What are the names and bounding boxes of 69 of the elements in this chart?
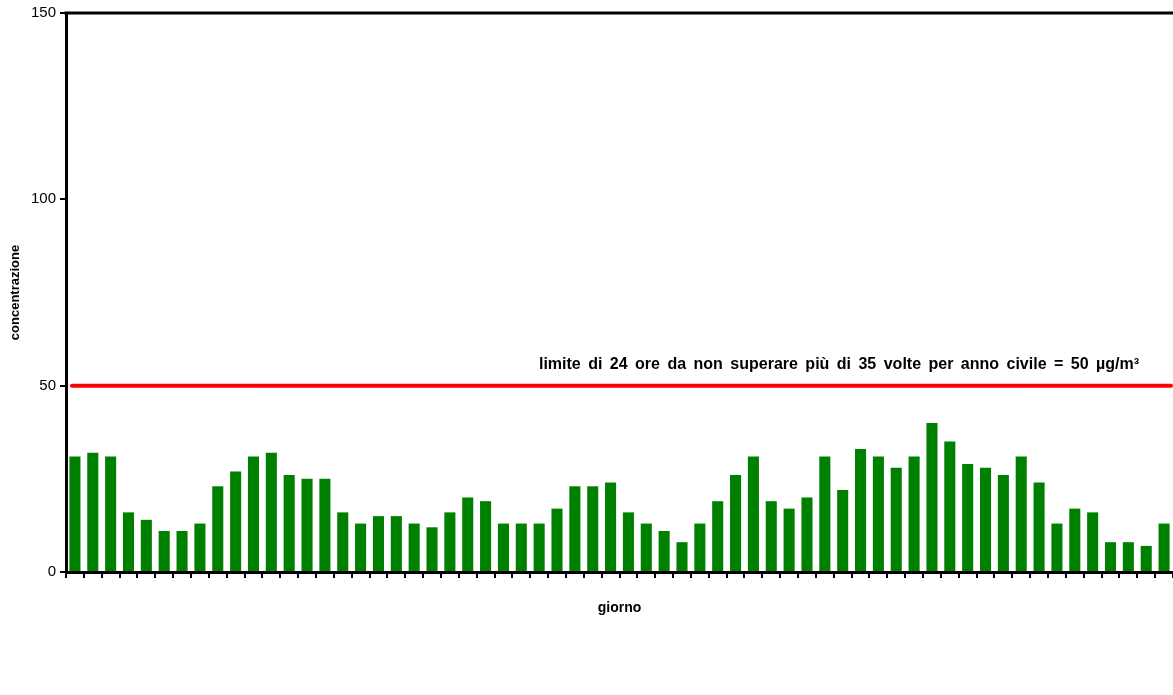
bar <box>283 475 295 571</box>
ref-line-label: limite di 24 ore da non superare più di 35 volte per anno civile = 50 µg/m³ <box>538 354 1139 372</box>
bar <box>158 531 170 571</box>
bar <box>997 475 1009 571</box>
bar <box>355 523 367 571</box>
bar <box>390 516 402 571</box>
bar <box>605 482 617 571</box>
bar <box>837 490 849 571</box>
bar <box>712 501 724 571</box>
bar <box>1158 523 1170 571</box>
bar <box>819 456 831 571</box>
bar <box>122 512 135 571</box>
bar <box>1104 542 1117 571</box>
bar <box>372 516 384 571</box>
bar <box>1122 542 1134 571</box>
bar <box>855 449 867 571</box>
bar <box>908 456 920 571</box>
bar <box>926 422 938 571</box>
bar <box>979 467 992 571</box>
bar <box>1051 523 1063 571</box>
bar <box>176 531 188 571</box>
bar <box>890 467 902 571</box>
bar <box>1069 508 1081 571</box>
bar <box>1015 456 1027 571</box>
bar <box>765 501 777 571</box>
bar <box>301 478 313 571</box>
bar <box>212 486 224 571</box>
bar <box>444 512 456 571</box>
bar <box>640 523 652 571</box>
bar <box>658 531 670 571</box>
bar <box>247 456 260 571</box>
bar <box>230 471 242 571</box>
y-tick-label: 150 <box>30 3 56 21</box>
bar <box>783 508 795 571</box>
bar <box>1087 512 1099 571</box>
bar <box>1140 545 1152 571</box>
bar <box>140 519 152 571</box>
bar <box>533 523 545 571</box>
bar <box>1033 482 1045 571</box>
x-axis-title: giorno <box>597 599 642 616</box>
bar <box>676 542 688 571</box>
bar <box>105 456 117 571</box>
bar <box>801 497 813 571</box>
bar <box>426 527 438 571</box>
bar <box>730 475 742 571</box>
bar <box>69 456 81 571</box>
bar <box>551 508 563 571</box>
bar <box>265 452 277 571</box>
bar <box>694 523 706 571</box>
bar <box>622 512 634 571</box>
bar <box>87 452 99 571</box>
y-tick-label: 100 <box>30 189 56 207</box>
bar <box>194 523 206 571</box>
bar <box>962 463 974 571</box>
bar <box>337 512 349 571</box>
bar <box>480 501 492 571</box>
bar <box>497 523 509 571</box>
bar <box>515 523 527 571</box>
bar <box>872 456 884 571</box>
bar <box>944 441 956 571</box>
bar <box>587 486 599 571</box>
y-axis-title: concentrazione <box>7 244 23 341</box>
bar <box>747 456 759 571</box>
y-tick-label: 50 <box>39 375 56 393</box>
bar <box>462 497 474 571</box>
bar <box>408 523 420 571</box>
y-tick-label: 0 <box>47 562 56 580</box>
bar <box>569 486 581 571</box>
bar <box>319 478 331 571</box>
